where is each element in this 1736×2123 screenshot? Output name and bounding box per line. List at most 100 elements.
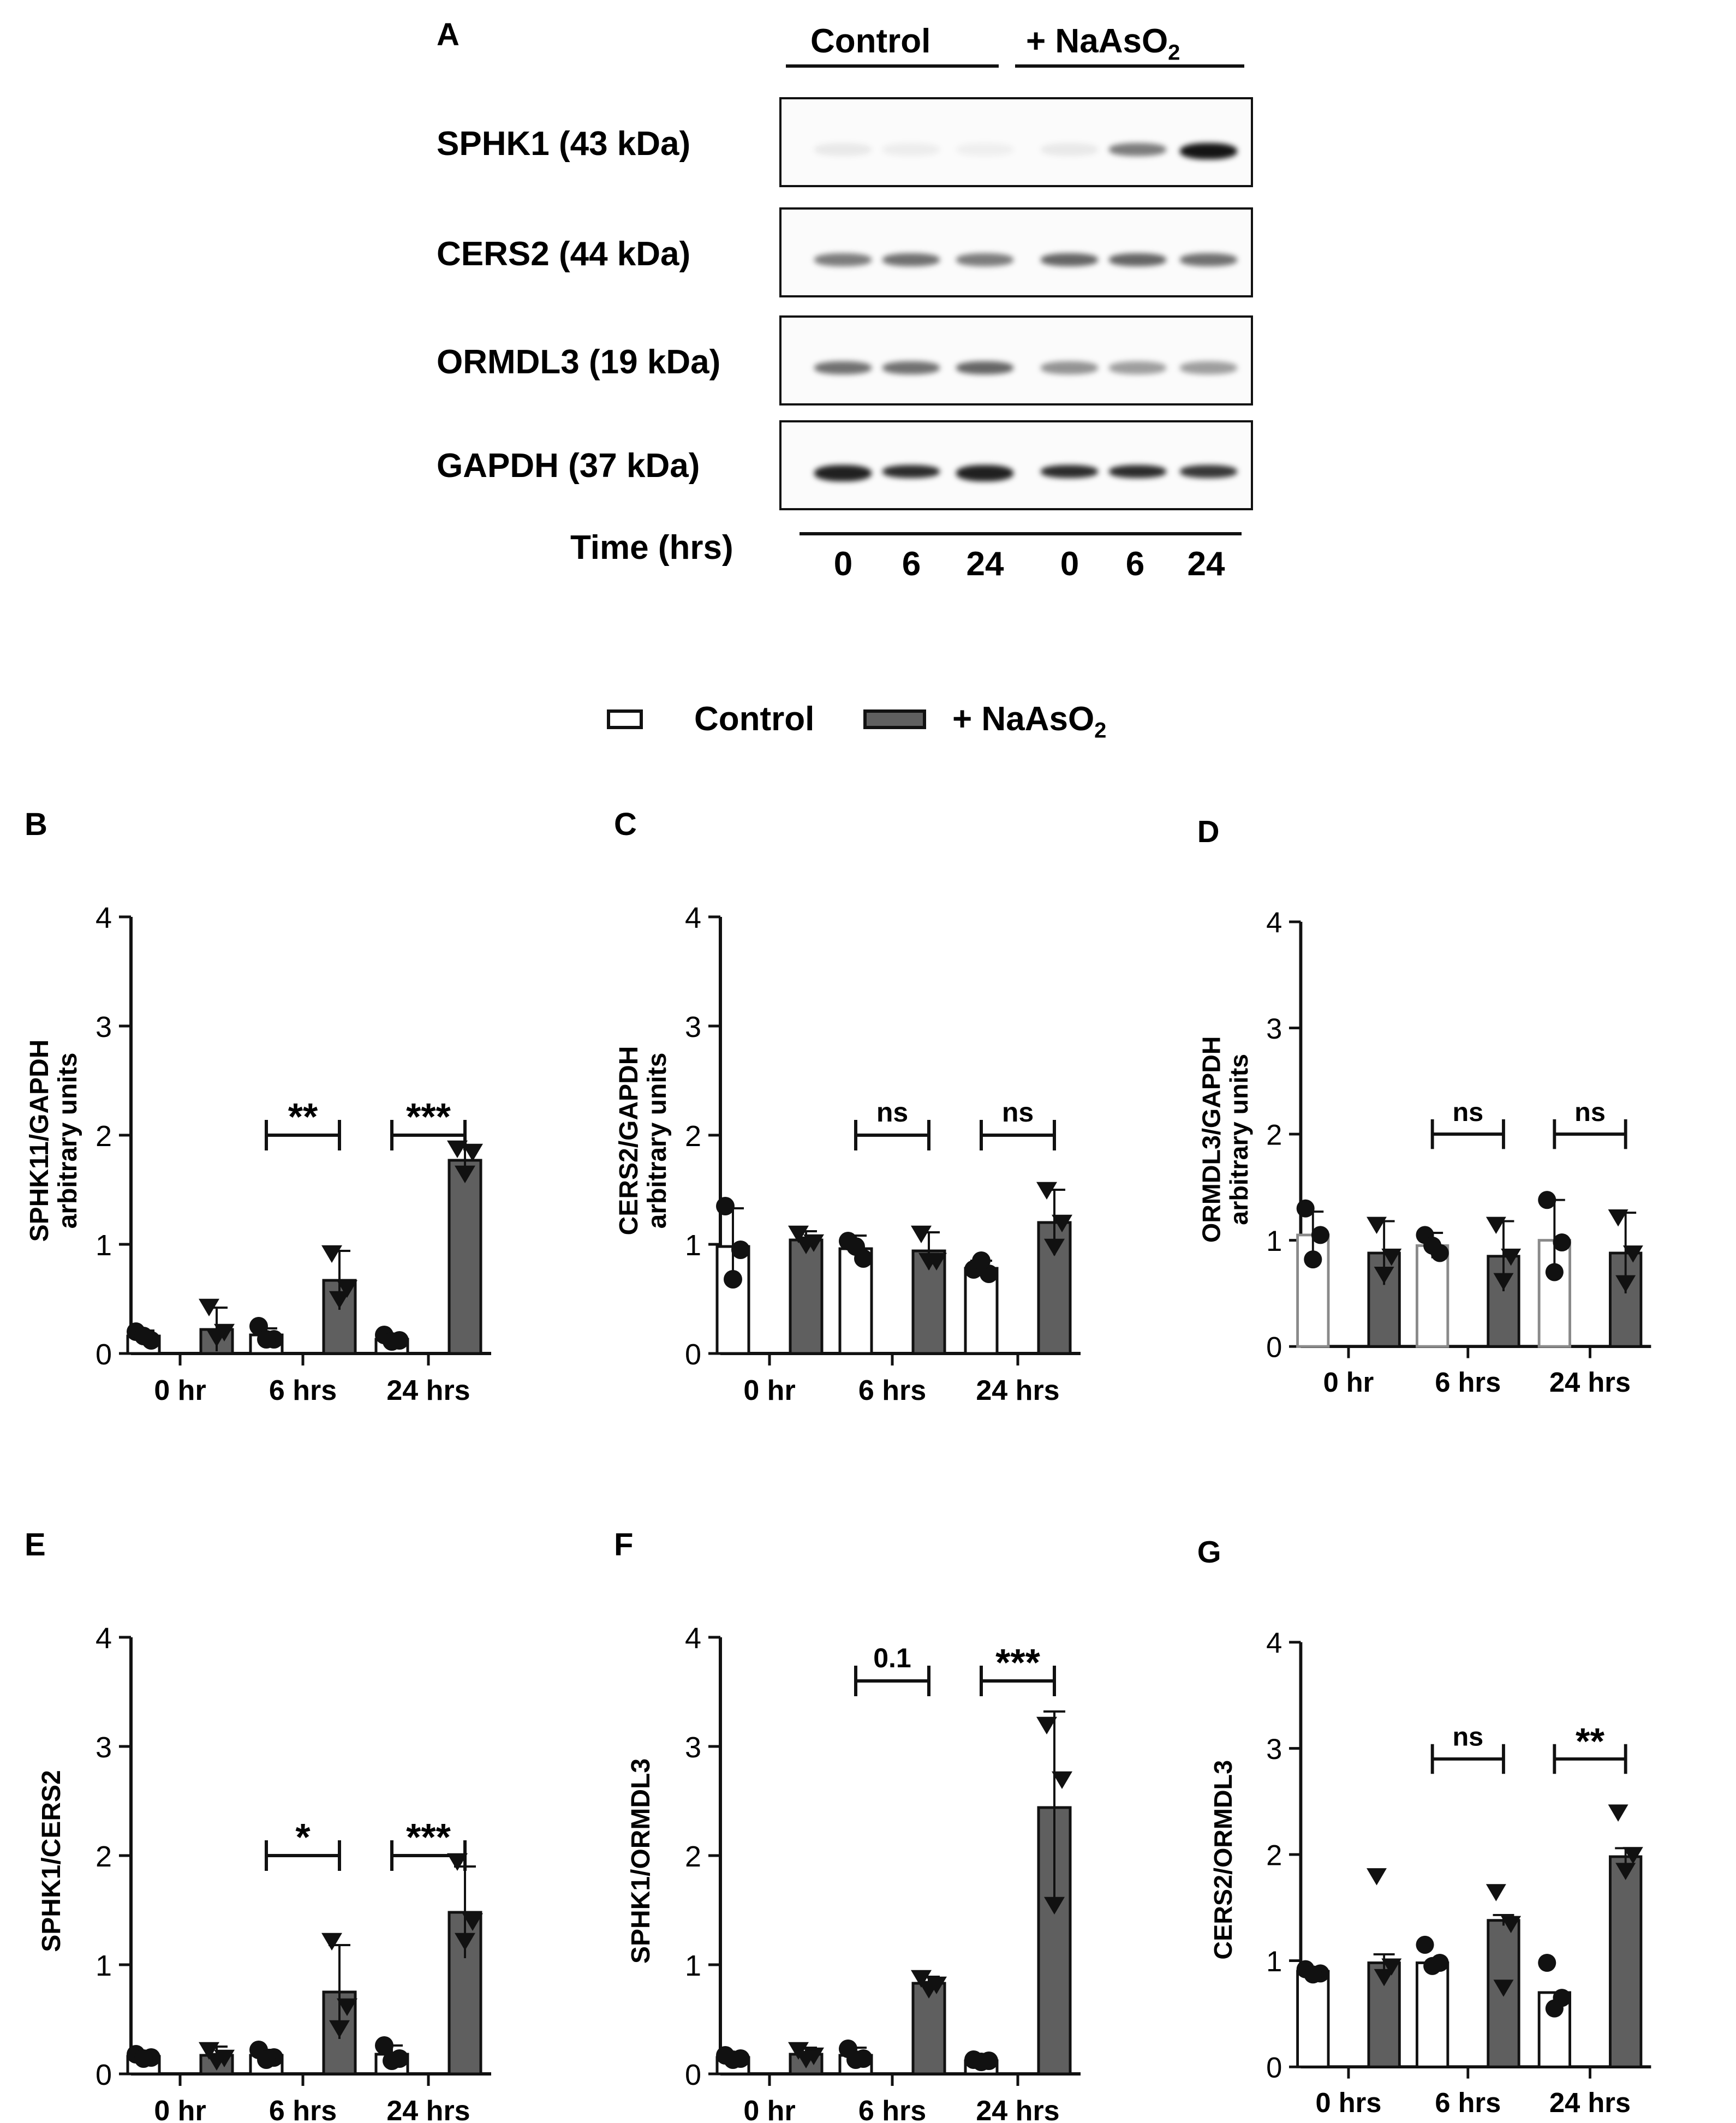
blot-band <box>956 361 1013 374</box>
x-tick-label: 6 hrs <box>269 2095 337 2123</box>
chart-f: F 0 1 2 3 4 SPHK1/ORMDL3 0 hr 6 hrs 24 hrs 0.1 *** <box>614 1527 1081 2123</box>
blot-band <box>882 143 940 156</box>
bar-control <box>1537 1239 1571 1348</box>
y-tick-label: 1 <box>96 1949 112 1982</box>
blot-group-treated: + NaAsO2 <box>1026 22 1180 65</box>
data-point <box>796 2050 816 2069</box>
data-point <box>1608 1209 1628 1227</box>
data-point <box>1615 1863 1636 1880</box>
y-tick-label: 2 <box>685 1120 701 1153</box>
blot-band <box>1041 361 1098 374</box>
y-tick-label: 1 <box>685 1229 701 1262</box>
x-tick-label: 6 hrs <box>858 2095 926 2123</box>
x-tick-label: 0 hr <box>1323 1367 1374 1398</box>
panel-letter: C <box>614 807 637 842</box>
y-tick-label: 3 <box>96 1731 112 1764</box>
chart-c: C 0 1 2 3 4 CERS2/GAPDH arbitrary units 0 hr 6 hr… <box>614 807 1081 1403</box>
y-tick-label: 0 <box>1266 1332 1282 1364</box>
sig-label: ns <box>1452 1098 1483 1127</box>
blot-row-label-sphk1: SPHK1 (43 kDa) <box>437 125 691 163</box>
x-tick-label: 0 hr <box>154 1375 206 1403</box>
data-point <box>462 1913 483 1931</box>
bar-control <box>1416 1961 1449 2068</box>
y-tick-label: 3 <box>1266 1013 1282 1045</box>
data-point <box>337 1280 357 1298</box>
y-tick-label: 0 <box>96 2059 112 2091</box>
bar-treated <box>789 1238 824 1355</box>
data-point <box>375 2036 393 2055</box>
y-tick-label: 3 <box>1266 1733 1282 1766</box>
data-point <box>206 2053 227 2071</box>
blot-row-label-cers2: CERS2 (44 kDa) <box>437 235 691 273</box>
time-axis-line <box>800 532 1242 535</box>
data-point <box>1486 1216 1506 1234</box>
data-point <box>206 1329 227 1347</box>
panel-letter: G <box>1197 1535 1221 1569</box>
data-point <box>911 1970 932 1988</box>
legend-label-control: Control <box>694 700 815 738</box>
y-tick-label: 4 <box>96 1622 112 1655</box>
blot-band <box>1109 143 1166 156</box>
data-point <box>1304 1965 1322 1984</box>
data-point <box>383 2052 401 2070</box>
blot-gapdh <box>779 420 1253 510</box>
data-point <box>1052 1214 1072 1233</box>
data-point <box>1545 1263 1564 1281</box>
sig-label: * <box>295 1816 311 1858</box>
data-point <box>846 1237 865 1256</box>
blot-row-label-gapdh: GAPDH (37 kDa) <box>437 447 700 485</box>
blot-band <box>882 253 940 266</box>
y-tick-label: 2 <box>1266 1840 1282 1872</box>
y-tick-label: 0 <box>96 1338 112 1371</box>
data-point <box>455 1165 475 1184</box>
y-tick-label: 3 <box>96 1011 112 1043</box>
data-point <box>1493 1979 1514 1997</box>
blot-band <box>1041 465 1098 478</box>
y-tick-label: 0 <box>1266 2052 1282 2084</box>
data-point <box>1423 1957 1442 1975</box>
x-tick-label: 24 hrs <box>1549 1367 1631 1398</box>
y-axis-label: SPHK1/ORMDL3 <box>627 1758 655 1964</box>
data-point <box>1036 1716 1057 1735</box>
data-point <box>1615 1275 1636 1292</box>
data-point <box>329 2020 350 2038</box>
data-point <box>1538 1191 1556 1209</box>
blot-band <box>956 253 1013 266</box>
y-tick-label: 3 <box>685 1011 701 1043</box>
data-point <box>1381 1248 1402 1266</box>
y-tick-label: 1 <box>96 1229 112 1262</box>
time-label: 24 <box>966 545 1004 583</box>
data-point <box>1501 1916 1522 1934</box>
bar-treated <box>448 1159 482 1355</box>
y-tick-label: 2 <box>96 1840 112 1873</box>
y-axis-label: SPHK11/GAPDH <box>25 1040 54 1242</box>
sig-label: ** <box>288 1095 318 1138</box>
chart-b: B 0 1 2 3 4 SPHK11/GAPDH arbitrary units 0 hr 6 h… <box>25 807 491 1403</box>
sig-label: ns <box>876 1097 908 1128</box>
data-point <box>1036 1182 1057 1200</box>
x-tick-label: 6 hrs <box>858 1375 926 1403</box>
y-tick-label: 0 <box>685 2059 701 2091</box>
blot-band <box>1109 253 1166 266</box>
sig-label: *** <box>995 1641 1040 1684</box>
data-point <box>1545 1999 1564 2018</box>
panel-letter: D <box>1197 814 1220 849</box>
sig-label: ** <box>1576 1720 1604 1762</box>
time-axis-label: Time (hrs) <box>570 529 733 566</box>
y-tick-label: 2 <box>1266 1119 1282 1152</box>
data-point <box>447 1853 468 1871</box>
data-point <box>383 1332 401 1351</box>
control-group-line <box>786 64 999 68</box>
panel-letter: F <box>614 1527 633 1563</box>
data-point <box>846 2050 865 2069</box>
x-tick-label: 24 hrs <box>386 1375 470 1403</box>
x-tick-label: 24 hrs <box>976 2095 1059 2123</box>
data-point <box>199 2042 219 2060</box>
y-tick-label: 4 <box>1266 907 1282 939</box>
sig-label: 0.1 <box>873 1643 911 1673</box>
data-point <box>1374 1969 1394 1987</box>
data-point <box>257 1330 276 1349</box>
data-point <box>1311 1226 1329 1244</box>
